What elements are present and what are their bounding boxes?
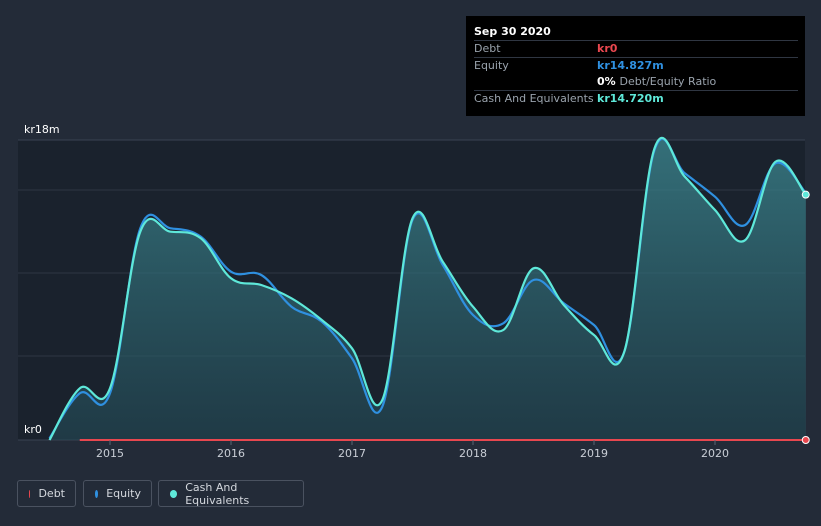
debt-end-marker (801, 436, 810, 444)
tooltip-value: kr0 (597, 42, 618, 55)
tooltip-row-equity: Equity kr14.827m (474, 57, 798, 74)
x-tick-label: 2018 (459, 447, 487, 460)
cash-dot-icon (170, 489, 178, 498)
ratio-value: 0% (597, 75, 616, 88)
legend-label: Debt (38, 487, 65, 500)
tooltip-label: Debt (474, 42, 501, 55)
legend-label: Cash And Equivalents (185, 480, 250, 507)
tooltip-label: Equity (474, 59, 509, 72)
y-axis-max-label: kr18m (24, 123, 60, 136)
x-tick-label: 2015 (96, 447, 124, 460)
legend-label: Equity (106, 487, 141, 500)
cash-end-marker (801, 190, 810, 199)
x-tick-label: 2020 (701, 447, 729, 460)
x-tick-label: 2017 (338, 447, 366, 460)
legend-item-equity[interactable]: Equity (83, 480, 152, 507)
tooltip-row-debt: Debt kr0 (474, 40, 798, 57)
ratio-label: Debt/Equity Ratio (619, 75, 717, 88)
x-tick-label: 2016 (217, 447, 245, 460)
tooltip-date: Sep 30 2020 (474, 25, 551, 38)
debt-dot-icon (29, 489, 31, 498)
tooltip-panel: Sep 30 2020 Debt kr0 Equity kr14.827m 0%… (466, 16, 805, 116)
tooltip-row-cash: Cash And Equivalents kr14.720m (474, 90, 798, 107)
tooltip-value: kr14.720m (597, 92, 664, 105)
tooltip-row-ratio: 0% Debt/Equity Ratio (474, 74, 798, 90)
x-tick-label: 2019 (580, 447, 608, 460)
cash-series-line (48, 136, 807, 441)
y-axis-min-label: kr0 (24, 423, 42, 436)
tooltip-label (474, 74, 597, 90)
tooltip-label: Cash And Equivalents (474, 92, 594, 105)
legend-item-cash[interactable]: Cash And Equivalents (158, 480, 304, 507)
equity-dot-icon (95, 489, 99, 498)
legend-item-debt[interactable]: Debt (17, 480, 76, 507)
tooltip-value: 0% Debt/Equity Ratio (597, 74, 716, 90)
tooltip-value: kr14.827m (597, 59, 664, 72)
